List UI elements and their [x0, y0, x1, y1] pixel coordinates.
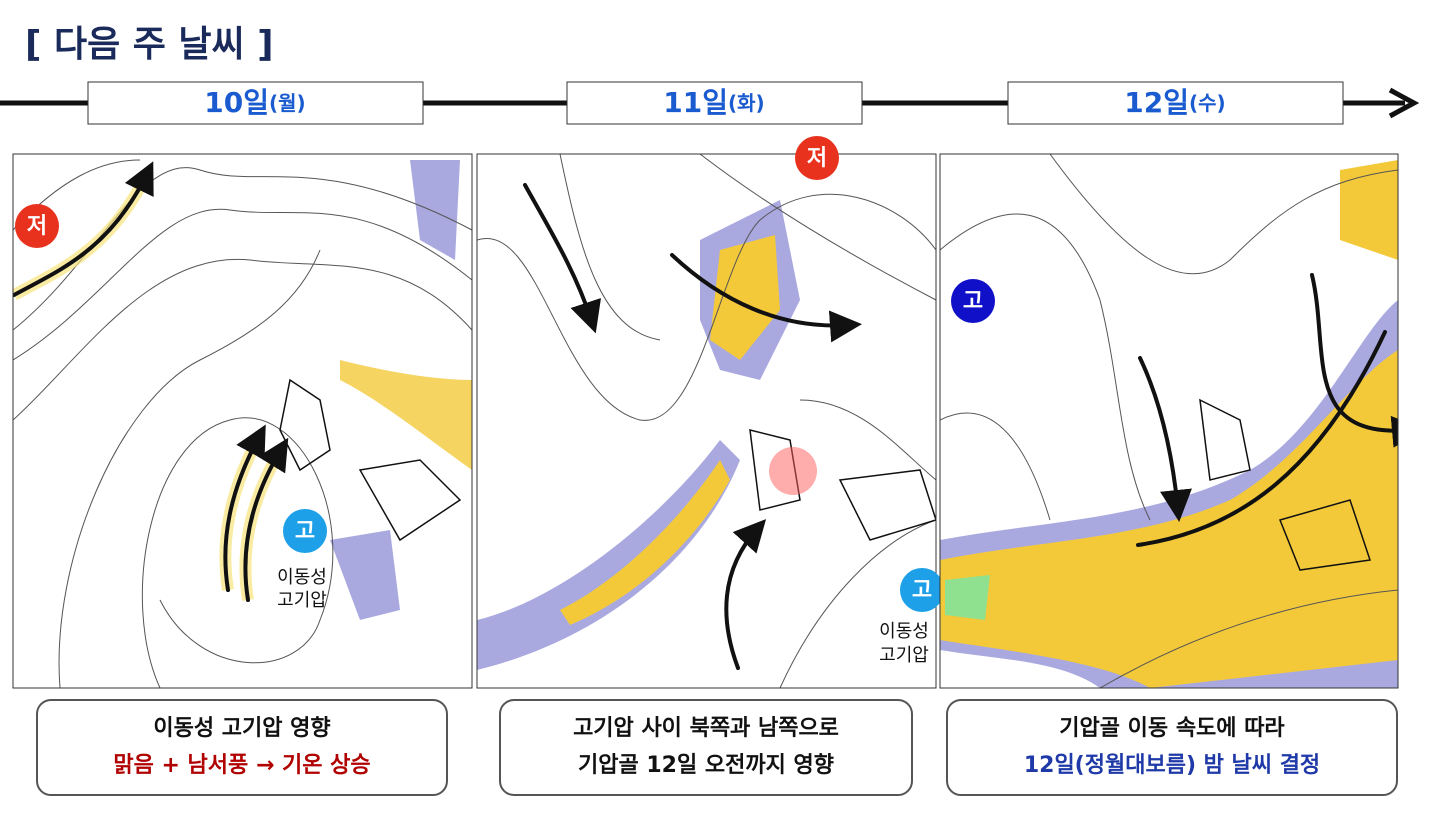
- weather-map: [13, 154, 472, 688]
- day: 11일: [663, 86, 728, 119]
- map-label: 고: [295, 519, 315, 544]
- map-label: 고: [963, 289, 983, 314]
- date-label: 11일(화): [663, 86, 764, 119]
- caption-box: [499, 699, 913, 796]
- date-label: 12일(수): [1124, 86, 1225, 119]
- arrow-head: [1388, 87, 1420, 119]
- map-label: 고기압: [879, 645, 929, 666]
- high-marker: [951, 279, 995, 323]
- map-label: 고기압: [277, 590, 327, 611]
- weather-map: [940, 154, 1398, 688]
- high-marker: [283, 509, 327, 553]
- low-marker: [15, 204, 59, 248]
- weekday: (화): [728, 91, 765, 115]
- date-box: 12일(수): [1007, 81, 1344, 125]
- title: [ 다음 주 날씨 ]: [25, 24, 274, 65]
- day: 10일: [204, 86, 269, 119]
- date-box: 10일(월): [87, 81, 424, 125]
- map-frame: [12, 153, 473, 689]
- caption: 기압골 이동 속도에 따라: [1059, 716, 1285, 741]
- date-label: 10일(월): [204, 86, 305, 119]
- caption-box: [946, 699, 1398, 796]
- weather-map: [477, 154, 936, 688]
- caption: 고기압 사이 북쪽과 남쪽으로: [573, 716, 839, 741]
- day: 12일: [1124, 86, 1189, 119]
- map-label: 저: [807, 146, 827, 171]
- weekday: (수): [1189, 91, 1226, 115]
- map-label: 저: [27, 214, 47, 239]
- caption: 12일(정월대보름) 밤 날씨 결정: [1024, 753, 1320, 778]
- map-label: 이동성: [879, 621, 929, 642]
- map-label: 이동성: [277, 567, 327, 588]
- caption: 이동성 고기압 영향: [153, 716, 330, 741]
- map-label: 고: [912, 578, 932, 603]
- high-marker: [900, 568, 944, 612]
- low-marker: [795, 136, 839, 180]
- weekday: (월): [269, 91, 306, 115]
- caption-box: [36, 699, 448, 796]
- caption: 맑음 + 남서풍 → 기온 상승: [113, 753, 370, 778]
- caption: 기압골 12일 오전까지 영향: [578, 753, 834, 778]
- map-frame: [476, 153, 937, 689]
- map-frame: [939, 153, 1399, 689]
- date-box: 11일(화): [566, 81, 863, 125]
